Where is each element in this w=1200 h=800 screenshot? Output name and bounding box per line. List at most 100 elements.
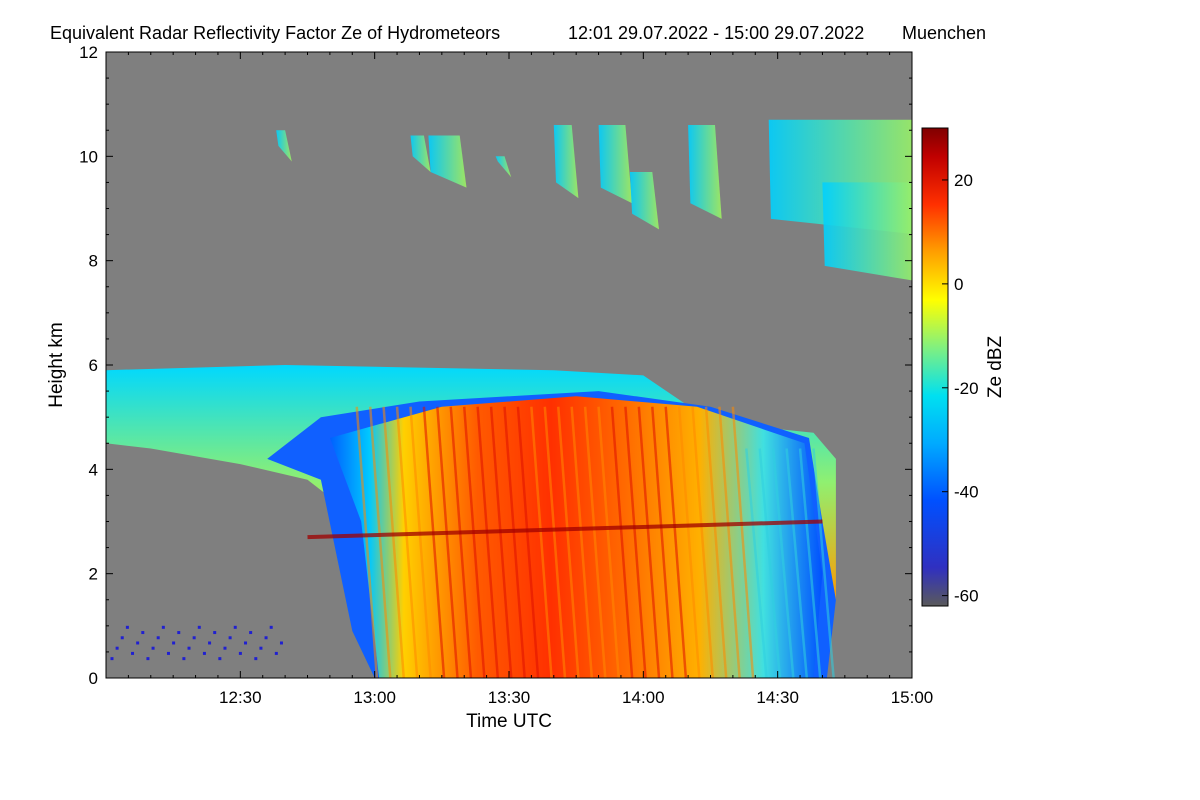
chart-location: Muenchen [902,23,986,43]
cirrus-patch [598,125,633,204]
fall-streak [651,406,674,678]
x-tick-label: 13:00 [353,688,396,707]
precipitation-streaks [307,406,835,678]
fall-streak [530,406,553,678]
clutter-dot [279,641,283,645]
colorbar-tick-label: -60 [954,587,979,606]
clutter-dot [182,657,186,661]
x-axis: 12:30 13:00 13:30 14:00 14:30 15:00 [127,52,933,707]
fall-streak [395,406,419,678]
clutter-dot [125,625,129,629]
cirrus-patch [629,172,659,230]
fall-streak [489,406,513,678]
y-tick-label: 2 [89,565,98,584]
y-tick-label: 0 [89,669,98,688]
fall-streak [731,406,755,678]
clutter-dot [146,657,150,661]
colorbar-gradient [921,127,949,607]
clutter-dot [115,646,119,650]
y-tick-label: 12 [79,43,98,62]
fall-streak [771,448,795,678]
fall-streak [570,406,594,678]
clutter-dot [161,625,165,629]
clutter-dot [269,625,273,629]
clutter-dot [120,636,124,640]
cirrus-patch [688,125,722,219]
y-tick-label: 10 [79,147,98,166]
fall-streak [610,406,634,678]
clutter-dot [259,646,263,650]
clutter-dot [172,641,176,645]
fall-streak [758,448,782,678]
fall-streak [503,406,526,678]
fall-streak [449,406,473,678]
y-axis: 0 2 4 6 8 10 12 [79,43,912,688]
x-axis-label: Time UTC [466,711,552,732]
fall-streak [597,406,620,678]
cirrus-patch [276,130,292,162]
clutter-dot [197,625,201,629]
chart-time-range: 12:01 29.07.2022 - 15:00 29.07.2022 [568,23,864,43]
y-tick-label: 6 [89,356,98,375]
clutter-dot [187,646,191,650]
clutter-dot [166,651,170,655]
fall-streak [677,406,701,678]
fall-streak [462,406,486,678]
clutter-dot [244,641,248,645]
fall-streak [691,406,714,678]
clutter-dot [177,631,181,635]
fall-streak [583,406,607,678]
clutter-dot [223,646,227,650]
clutter-dot [228,636,232,640]
fall-streak [812,448,835,678]
fall-streak [745,448,768,678]
colorbar-tick-label: 0 [954,275,963,294]
clutter-dot [264,636,268,640]
colorbar-tick-label: 20 [954,171,973,190]
melting-layer [307,519,823,540]
fall-streak [557,406,580,678]
clutter-dot [213,631,217,635]
cirrus-patch [822,182,912,281]
clutter-dot [141,631,145,635]
y-axis-label: Height km [46,322,67,408]
fall-streak [704,406,728,678]
fall-streak [798,448,822,678]
clutter-dot [249,631,253,635]
colorbar-label: Ze dBZ [985,335,1006,398]
cirrus-patch [410,135,431,172]
clutter-dot [131,651,135,655]
fall-streak [543,406,567,678]
y-tick-label: 8 [89,252,98,271]
x-tick-label: 13:30 [488,688,531,707]
clutter-dot [192,636,196,640]
clutter-dot [254,657,258,661]
chart-title: Equivalent Radar Reflectivity Factor Ze … [50,23,500,43]
fall-streak [624,406,647,678]
colorbar-tick-label: -20 [954,379,979,398]
colorbar: 20 0 -20 -40 -60 Ze dBZ [921,127,1006,607]
cirrus-patch [495,156,512,178]
cirrus-patch [428,135,467,188]
fall-streak [422,406,446,678]
fall-streak [382,406,406,678]
y-tick-label: 4 [89,460,98,479]
clutter-dot [156,636,160,640]
clutter-dot [136,641,140,645]
colorbar-tick-label: -40 [954,483,979,502]
fall-streak [368,406,392,678]
clutter-dot [218,657,222,661]
clutter-dot [202,651,206,655]
clutter-dot [151,646,155,650]
fall-streak [476,406,500,678]
fall-streak [785,448,809,678]
cirrus-patch [553,125,579,199]
fall-streak [516,406,540,678]
colorbar-ticks: 20 0 -20 -40 -60 [942,171,979,606]
fall-streak [637,406,661,678]
x-tick-label: 14:30 [756,688,799,707]
fall-streak [355,406,379,678]
x-tick-label: 14:00 [622,688,665,707]
clutter-dot [208,641,212,645]
